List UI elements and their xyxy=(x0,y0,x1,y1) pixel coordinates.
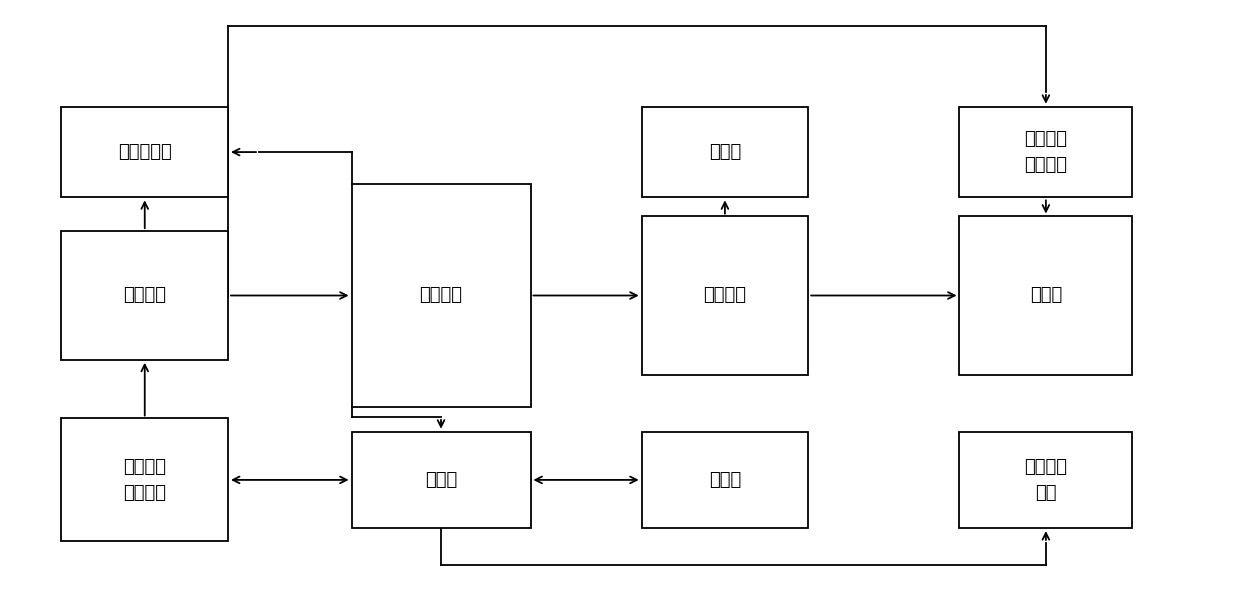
Text: 控制器: 控制器 xyxy=(425,471,458,489)
Text: 散热器: 散热器 xyxy=(1029,287,1061,304)
Bar xyxy=(62,231,228,360)
Text: 热机转换: 热机转换 xyxy=(703,287,746,304)
Bar xyxy=(960,107,1132,197)
Bar xyxy=(351,184,531,407)
Bar xyxy=(960,431,1132,528)
Bar xyxy=(960,216,1132,375)
Text: 采暖炉体: 采暖炉体 xyxy=(123,287,166,304)
Text: 电源输出
端口: 电源输出 端口 xyxy=(1024,457,1068,502)
Text: 发电机: 发电机 xyxy=(709,143,742,161)
Text: 散热风机
或水散热: 散热风机 或水散热 xyxy=(1024,130,1068,174)
Text: 排气／净化: 排气／净化 xyxy=(118,143,171,161)
Bar xyxy=(641,431,808,528)
Text: 集热器管: 集热器管 xyxy=(419,287,463,304)
Bar xyxy=(641,216,808,375)
Text: 助燃／点
火／填料: 助燃／点 火／填料 xyxy=(123,457,166,502)
Bar xyxy=(62,107,228,197)
Text: 蓄电池: 蓄电池 xyxy=(709,471,742,489)
Bar xyxy=(62,418,228,541)
Bar xyxy=(351,431,531,528)
Bar xyxy=(641,107,808,197)
